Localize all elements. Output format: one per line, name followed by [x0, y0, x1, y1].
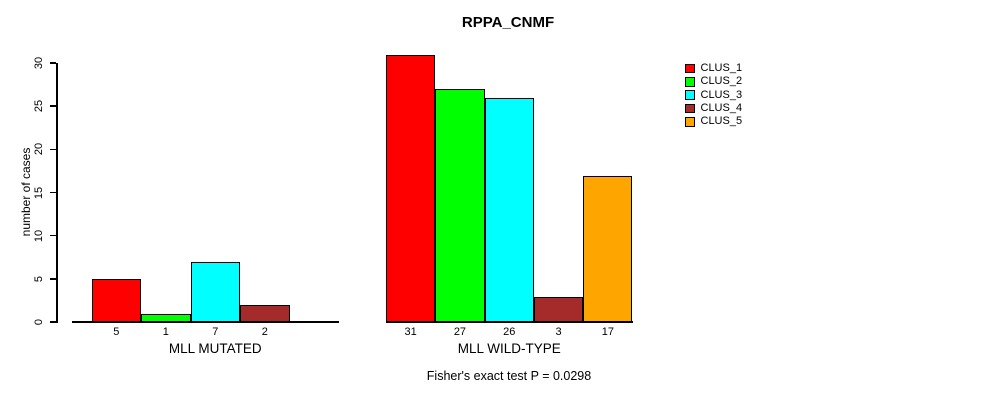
bar-clus_1: [91, 279, 141, 323]
bar-value-label: 31: [404, 326, 417, 338]
legend-item-clus_1: CLUS_1: [685, 62, 742, 75]
legend-label: CLUS_4: [700, 102, 743, 115]
legend-swatch-icon: [685, 77, 695, 87]
bar-value-label: 5: [113, 326, 120, 338]
bar-value-label: 3: [555, 326, 562, 338]
legend-label: CLUS_2: [700, 75, 743, 88]
bar-value-label: 7: [212, 326, 219, 338]
bar-clus_3: [190, 262, 240, 323]
y-tick-label: 25: [33, 100, 45, 113]
y-axis-label: number of cases: [19, 147, 33, 237]
bar-clus_2: [435, 89, 485, 323]
bar-clus_3: [484, 98, 534, 323]
bar-value-label: 17: [601, 326, 614, 338]
legend: CLUS_1 CLUS_2 CLUS_3 CLUS_4 CLUS_5: [685, 62, 742, 128]
y-tick-mark: [50, 191, 56, 194]
legend-item-clus_2: CLUS_2: [685, 75, 742, 88]
legend-item-clus_3: CLUS_3: [685, 89, 742, 102]
y-tick-label: 15: [33, 186, 45, 199]
legend-label: CLUS_5: [700, 115, 743, 128]
bar-clus_4: [533, 296, 584, 323]
legend-swatch-icon: [685, 117, 695, 127]
x-axis-group-label: MLL WILD-TYPE: [457, 341, 561, 356]
y-tick-mark: [50, 234, 56, 237]
bar-clus_4: [240, 305, 290, 323]
bar-clus_5: [583, 175, 633, 323]
legend-item-clus_4: CLUS_4: [685, 102, 742, 115]
y-tick-label: 5: [33, 275, 45, 282]
bar-value-label: 27: [453, 326, 467, 338]
x-axis-group-label: MLL MUTATED: [168, 341, 262, 356]
legend-swatch-icon: [685, 63, 695, 74]
y-tick-mark: [50, 105, 56, 107]
y-axis-line: [56, 63, 58, 323]
y-tick-label: 10: [33, 229, 45, 242]
chart-title: RPPA_CNMF: [461, 14, 555, 31]
legend-label: CLUS_1: [700, 62, 743, 75]
bar-value-label: 1: [162, 326, 169, 338]
y-tick-label: 20: [33, 143, 45, 156]
legend-item-clus_5: CLUS_5: [685, 115, 742, 128]
y-tick-label: 30: [33, 56, 45, 70]
bar-value-label: 26: [503, 326, 516, 338]
y-tick-mark: [50, 148, 56, 151]
y-tick-label: 0: [33, 318, 45, 326]
legend-swatch-icon: [685, 90, 695, 100]
y-tick-mark: [50, 278, 56, 280]
y-tick-mark: [50, 62, 56, 64]
bar-clus_2: [141, 313, 191, 323]
bar-value-label: 2: [261, 326, 268, 338]
caption: Fisher's exact test P = 0.0298: [426, 369, 592, 383]
bar-clus_1: [386, 54, 436, 323]
legend-label: CLUS_3: [700, 88, 743, 101]
legend-swatch-icon: [685, 103, 695, 114]
y-tick-mark: [50, 321, 56, 323]
